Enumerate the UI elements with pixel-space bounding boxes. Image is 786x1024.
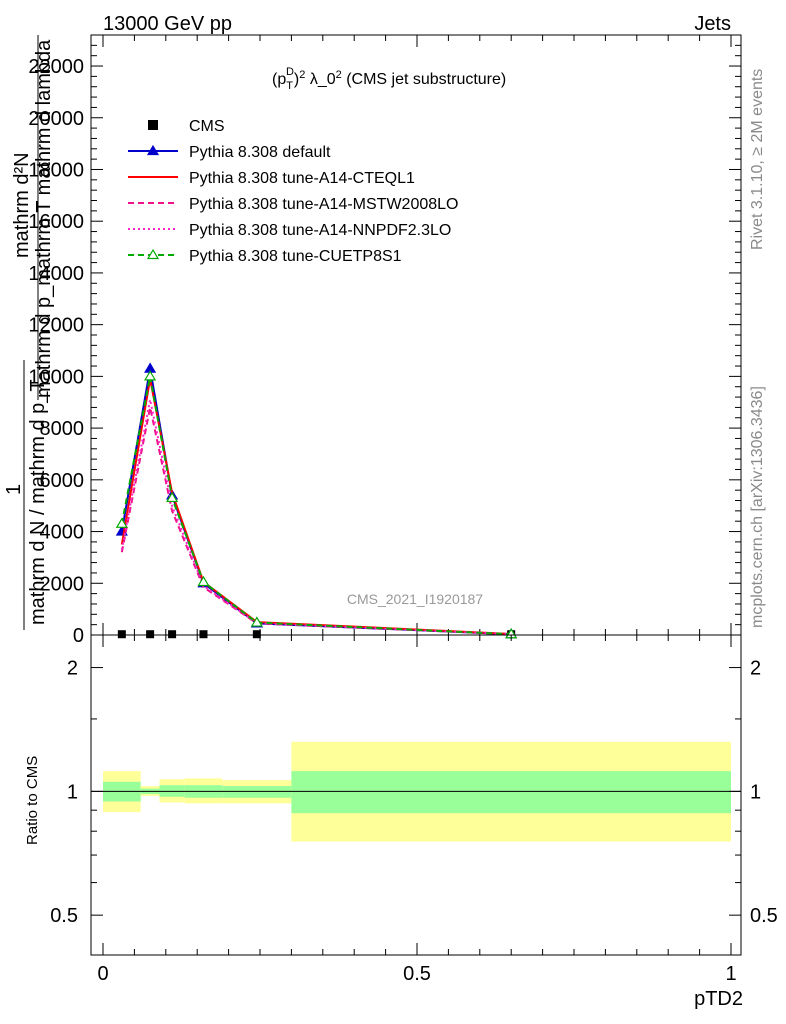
main-series [115, 362, 518, 639]
legend: CMS Pythia 8.308 default Pythia 8.308 tune… [128, 118, 458, 265]
mcplots-label: mcplots.cern.ch [arXiv:1306.3436] [749, 386, 766, 628]
series-marker [144, 370, 157, 381]
title-paren: ) [294, 71, 299, 88]
main-ytick-label: 0 [73, 625, 84, 647]
ratio-x-axis: 0 0.5 1 [97, 635, 737, 985]
title-tail: (CMS jet substructure) [342, 71, 506, 88]
main-y-axis: 0 2000 4000 6000 8000 10000 12000 14000 16000 180… [28, 44, 741, 647]
main-ytick-label: 2000 [40, 573, 85, 595]
legend-label: Pythia 8.308 tune-A14-CTEQL1 [189, 170, 415, 187]
main-ytick-label: 20000 [28, 108, 84, 130]
ratio-ytick-label-left: 0.5 [50, 905, 78, 927]
legend-label: Pythia 8.308 tune-A14-MSTW2008LO [189, 196, 458, 213]
x-axis-label: pTD2 [694, 988, 743, 1010]
main-ytick-label: 6000 [40, 470, 85, 492]
plot-title: (pTD)2 λ_02 (CMS jet substructure) [272, 66, 506, 92]
ratio-xtick-label: 0.5 [403, 963, 431, 985]
series-marker [197, 575, 210, 587]
series-marker [166, 491, 179, 503]
header-left: 13000 GeV pp [103, 13, 232, 35]
watermark: CMS_2021_I1920187 [347, 591, 483, 607]
stat-uncertainty-band [222, 786, 292, 798]
ratio-y-axis: 0.5 0.5 1 1 2 2 [50, 658, 778, 928]
main-ytick-label: 8000 [40, 418, 85, 440]
series-marker [250, 616, 263, 627]
ylabel-denominator: mathrm d p_mathrm T mathrm d lambda [33, 39, 55, 398]
legend-label: Pythia 8.308 tune-CUETP8S1 [189, 248, 402, 265]
y-axis-label: mathrm d²N mathrm d p_mathrm T mathrm d … [3, 35, 55, 630]
title-rest: λ_0 [305, 71, 335, 88]
main-ytick-label: 18000 [28, 159, 84, 181]
legend-label: Pythia 8.308 default [189, 144, 331, 161]
title-sup-2: 2 [299, 69, 305, 81]
ratio-xtick-label: 1 [725, 963, 736, 985]
ratio-ytick-label-right: 1 [750, 781, 761, 803]
title-sup-d: D [286, 66, 294, 78]
ylabel-numerator: mathrm d²N [11, 152, 33, 258]
cms-data-point [252, 630, 261, 639]
series-line [120, 376, 512, 636]
cms-data-point [199, 630, 208, 639]
title-sub: T [286, 80, 293, 92]
ratio-ytick-label-left: 1 [67, 781, 78, 803]
ratio-ytick-label-left: 2 [67, 658, 78, 680]
main-ytick-label: 4000 [40, 522, 85, 544]
ratio-ytick-label-right: 0.5 [750, 905, 778, 927]
main-ytick-label: 12000 [28, 315, 84, 337]
ylabel-one: 1 [3, 484, 25, 495]
legend-label: Pythia 8.308 tune-A14-NNPDF2.3LO [189, 222, 451, 239]
title-sup-end: 2 [336, 69, 342, 81]
main-ytick-label: 16000 [28, 211, 84, 233]
ratio-ylabel: Ratio to CMS [24, 756, 41, 845]
ylabel-fraction: mathrm d N / mathrm d p_T [27, 379, 49, 625]
cms-data-point [168, 630, 177, 639]
legend-marker [146, 248, 160, 260]
main-ytick-label: 10000 [28, 366, 84, 388]
header-right: Jets [694, 13, 731, 35]
ratio-ytick-label-right: 2 [750, 658, 761, 680]
stat-uncertainty-band [291, 771, 731, 814]
rivet-label: Rivet 3.1.10, ≥ 2M events [749, 69, 766, 250]
cms-data-point [117, 630, 126, 639]
title-base: (p [272, 71, 286, 88]
main-ytick-label: 14000 [28, 263, 84, 285]
main-panel: 0 2000 4000 6000 8000 10000 12000 14000 16000 180… [3, 34, 742, 647]
legend-marker [148, 120, 158, 130]
cms-data-point [146, 630, 155, 639]
main-ytick-label: 22000 [28, 56, 84, 78]
legend-label: CMS [189, 118, 225, 135]
series-marker [115, 517, 128, 528]
main-x-ticks [102, 35, 732, 635]
ratio-panel: 0.5 0.51 12 2 0 0.5 1 Ratio to CMS pTD2 [24, 634, 778, 1010]
ratio-xtick-label: 0 [97, 963, 108, 985]
legend-marker [146, 144, 160, 156]
ratio-frame [90, 634, 742, 956]
